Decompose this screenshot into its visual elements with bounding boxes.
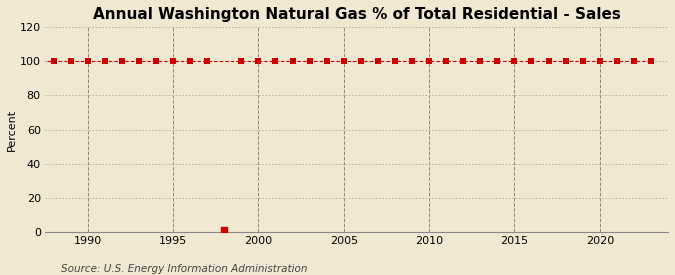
Text: Source: U.S. Energy Information Administration: Source: U.S. Energy Information Administ…: [61, 264, 307, 274]
Y-axis label: Percent: Percent: [7, 109, 17, 151]
Title: Annual Washington Natural Gas % of Total Residential - Sales: Annual Washington Natural Gas % of Total…: [92, 7, 620, 22]
